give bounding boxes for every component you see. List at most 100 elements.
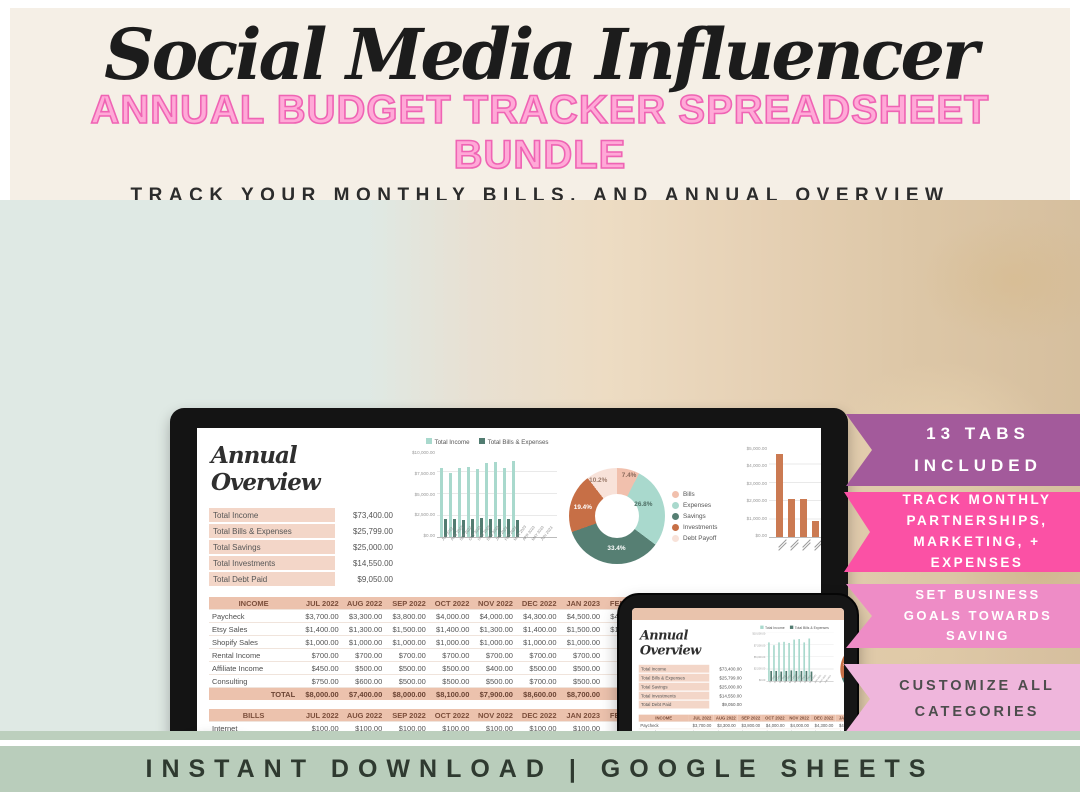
bar-group [768, 642, 772, 682]
bar [778, 642, 780, 682]
bar [485, 463, 488, 537]
bar [471, 518, 474, 537]
summary-row: Total Income $73,400.00 [638, 664, 744, 674]
income-vs-expenses-bar-chart: Total Income Total Bills & Expenses $10,00… [411, 436, 563, 588]
bar [768, 642, 770, 682]
rotated-tick-label [777, 539, 787, 551]
footer-text: INSTANT DOWNLOAD | GOOGLE SHEETS [145, 754, 935, 783]
summary-row: Total Investments $14,550.00 [209, 555, 397, 572]
bar-plot [769, 446, 821, 538]
slice-label: 26.8% [634, 500, 653, 508]
rotated-tick-label [813, 539, 821, 551]
ribbon-1-label: 13 TABS INCLUDED [914, 423, 1042, 475]
total-row: TOTAL$8,000.00$7,400.00$8,000.00$8,100.0… [209, 687, 821, 700]
summary-table: Total Income $73,400.00 Total Bills & Expe… [209, 508, 397, 588]
slice-label: 7.4% [621, 471, 637, 479]
chart-legend: Total Income Total Bills & Expenses [752, 625, 837, 630]
slice-label: 10.2% [589, 476, 608, 484]
legend-swatch [672, 490, 679, 498]
bar [498, 519, 501, 537]
bar-group [440, 468, 447, 537]
slice-label: 33.4% [607, 544, 626, 552]
bar [773, 645, 775, 682]
summary-row: Total Bills & Expenses $25,799.00 [209, 523, 397, 540]
bar-group [467, 467, 474, 537]
expense-category-bar-chart: $5,000.00 $4,000.00 $3,000.00 $2,000.00 $1,0… [743, 436, 821, 588]
feature-ribbon-4: CUSTOMIZE ALL CATEGORIES [844, 664, 1080, 734]
legend-swatch [672, 534, 679, 542]
summary-row: Total Income $73,400.00 [209, 508, 397, 524]
bar [810, 671, 813, 682]
bar [444, 518, 447, 537]
bar [494, 462, 497, 537]
income-vs-expenses-bar-chart: Total Income Total Bills & Expenses $10,00… [752, 624, 837, 709]
summary-row: Total Investments $14,550.00 [638, 691, 744, 701]
bar-group [778, 642, 783, 682]
bar-group [503, 468, 510, 537]
bar [503, 468, 506, 537]
summary-row: Total Savings $25,000.00 [209, 539, 397, 556]
rotated-tick-label [789, 539, 799, 551]
header-banner: Social Media Influencer ANNUAL BUDGET TR… [10, 8, 1070, 206]
bar-group [449, 473, 456, 537]
legend-swatch [672, 523, 679, 531]
sheet-title: Annual Overview [639, 627, 701, 659]
bar [458, 468, 461, 537]
bar-group [793, 639, 798, 682]
tablet-sheet-topband [632, 608, 844, 620]
rotated-tick-label [801, 539, 811, 551]
legend-swatch [478, 438, 485, 444]
bar-group [494, 462, 501, 537]
table-row: Paycheck $3,700.00 $3,300.00 $3,800.00 $4,00… [638, 721, 844, 730]
bar-group [512, 461, 519, 537]
slice-label: 19.4% [573, 504, 592, 512]
ribbon-3-label: SET BUSINESS GOALS TOWARDS SAVING [903, 586, 1053, 644]
bar-group [476, 469, 483, 537]
bar [449, 473, 452, 537]
ribbon-4-label: CUSTOMIZE ALL CATEGORIES [899, 677, 1055, 720]
donut-legend: Bills Expenses Savings Investments Debt Payo… [672, 487, 717, 546]
bar [770, 670, 772, 682]
bar [790, 670, 793, 682]
summary-row: Total Savings $25,000.00 [638, 682, 744, 692]
bar [803, 642, 806, 682]
bar [800, 671, 803, 682]
bar [808, 638, 811, 682]
donut [840, 642, 844, 697]
bar [785, 670, 788, 682]
bar-plot [766, 632, 834, 682]
legend-swatch [672, 512, 679, 520]
bar [480, 518, 483, 537]
bar [776, 454, 783, 537]
bar-group [798, 639, 803, 682]
bar [467, 467, 470, 537]
legend-swatch [789, 625, 794, 629]
bar [788, 642, 790, 682]
x-axis-labels [743, 539, 821, 551]
bar-group [788, 642, 793, 682]
summary-row: Total Debt Paid $9,050.00 [209, 571, 397, 588]
sage-strip [0, 731, 1080, 740]
legend-swatch [672, 501, 679, 509]
ribbon-2-label: TRACK MONTHLY PARTNERSHIPS, MARKETING, +… [902, 492, 1052, 570]
bar-group [803, 642, 808, 682]
bar-group [458, 468, 465, 537]
bar [440, 468, 443, 537]
slice-label: 19.4% [843, 663, 844, 667]
bar [812, 520, 819, 537]
sheet-title: Annual Overview [211, 442, 321, 496]
bar [512, 461, 515, 537]
legend-swatch [759, 625, 764, 629]
bar [775, 671, 778, 682]
bar [793, 639, 795, 682]
y-axis-labels: $5,000.00 $4,000.00 $3,000.00 $2,000.00 $1,0… [746, 446, 767, 538]
feature-ribbon-3: SET BUSINESS GOALS TOWARDS SAVING [846, 584, 1080, 648]
subtitle-pink: ANNUAL BUDGET TRACKER SPREADSHEET BUNDLE [90, 87, 990, 178]
chart-legend: Total Income Total Bills & Expenses [411, 438, 563, 446]
bar-plot [437, 450, 557, 538]
background-photo: Annual Overview Total Income $73,400.00 Tot… [0, 200, 1080, 792]
y-axis-labels: $10,000.00 $7,500.00 $5,000.00 $2,500.00 $0.… [752, 632, 766, 682]
donut-hole [595, 494, 639, 538]
bar [489, 518, 492, 537]
